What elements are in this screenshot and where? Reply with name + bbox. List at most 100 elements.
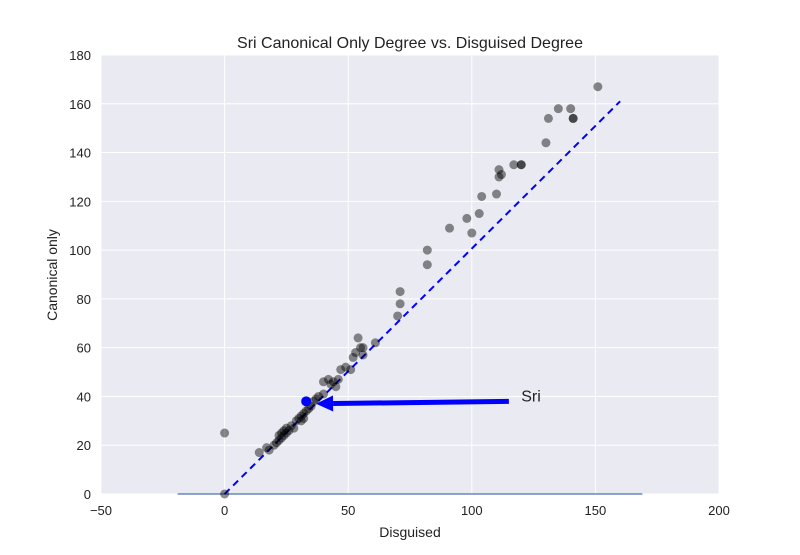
data-point — [281, 428, 291, 438]
data-point — [341, 362, 351, 372]
data-point — [291, 416, 301, 426]
data-point — [296, 411, 306, 421]
data-point — [422, 260, 432, 270]
y-tick-label: 20 — [77, 438, 91, 453]
data-point — [279, 426, 289, 436]
data-point — [492, 189, 502, 199]
data-point — [474, 209, 484, 219]
data-point — [254, 448, 264, 458]
x-axis-label: Disguised — [379, 524, 440, 540]
data-point — [393, 311, 403, 321]
annotation-label: Sri — [521, 388, 541, 405]
data-point — [326, 379, 336, 389]
data-point — [264, 445, 274, 455]
x-tick-label: 0 — [221, 503, 228, 518]
y-tick-label: 180 — [69, 48, 91, 63]
data-point — [311, 394, 321, 404]
data-point — [220, 489, 230, 499]
data-point — [294, 413, 304, 423]
data-point — [348, 352, 358, 362]
data-point — [286, 421, 296, 431]
data-point — [336, 365, 346, 375]
x-tick-label: 50 — [341, 503, 355, 518]
data-point — [318, 389, 328, 399]
data-point — [333, 374, 343, 384]
data-point — [568, 113, 578, 123]
data-point — [304, 404, 314, 414]
x-tick-label: 200 — [708, 503, 730, 518]
y-tick-label: 100 — [69, 243, 91, 258]
data-point — [370, 338, 380, 348]
data-point — [358, 350, 368, 360]
x-tick-label: −50 — [90, 503, 112, 518]
data-point — [509, 160, 519, 170]
data-point — [323, 374, 333, 384]
data-point — [467, 228, 477, 238]
data-point — [346, 365, 356, 375]
data-point — [516, 160, 526, 170]
data-point — [331, 382, 341, 392]
data-point — [541, 138, 551, 148]
data-point — [279, 430, 289, 440]
data-point — [318, 377, 328, 387]
data-point — [462, 213, 472, 223]
data-point — [296, 416, 306, 426]
data-point — [422, 245, 432, 255]
data-point — [353, 333, 363, 343]
chart-title: Sri Canonical Only Degree vs. Disguised … — [237, 35, 583, 52]
data-point — [553, 104, 563, 114]
x-tick-label: 150 — [585, 503, 607, 518]
data-point — [494, 172, 504, 182]
y-tick-label: 160 — [69, 97, 91, 112]
reference-lines — [177, 100, 643, 495]
data-point — [516, 160, 526, 170]
data-point — [274, 435, 284, 445]
data-point — [356, 343, 366, 353]
annotation-arrow-shaft — [333, 398, 509, 407]
data-point — [289, 423, 299, 433]
data-point — [276, 433, 286, 443]
data-point — [299, 413, 309, 423]
y-tick-label: 140 — [69, 146, 91, 161]
data-point — [543, 113, 553, 123]
data-point — [269, 440, 279, 450]
annotation-layer: Sri — [316, 388, 541, 412]
data-point — [272, 438, 282, 448]
data-point — [281, 423, 291, 433]
y-tick-label: 120 — [69, 194, 91, 209]
data-point — [309, 396, 319, 406]
data-point — [301, 406, 311, 416]
data-point — [262, 443, 272, 453]
data-point — [593, 82, 603, 92]
x-tick-label: 100 — [461, 503, 483, 518]
data-points — [220, 82, 603, 499]
data-point — [566, 104, 576, 114]
data-point — [220, 428, 230, 438]
data-point — [496, 170, 506, 180]
identity-line — [223, 100, 621, 495]
data-point — [358, 343, 368, 353]
data-point — [351, 348, 361, 358]
annotation-arrow-head — [316, 395, 334, 412]
y-axis-label: Canonical only — [44, 229, 60, 321]
data-point — [477, 191, 487, 201]
data-point — [494, 165, 504, 175]
data-point — [314, 391, 324, 401]
highlight-point — [301, 396, 312, 407]
data-point — [299, 409, 309, 419]
data-point — [284, 426, 294, 436]
y-tick-label: 40 — [77, 389, 91, 404]
y-tick-label: 0 — [84, 487, 91, 502]
data-point — [328, 377, 338, 387]
y-tick-label: 60 — [77, 341, 91, 356]
plot-area — [101, 55, 719, 494]
grid — [100, 54, 720, 495]
data-point — [276, 428, 286, 438]
data-point — [274, 430, 284, 440]
y-tick-label: 80 — [77, 292, 91, 307]
data-point — [395, 299, 405, 309]
data-point — [395, 287, 405, 297]
